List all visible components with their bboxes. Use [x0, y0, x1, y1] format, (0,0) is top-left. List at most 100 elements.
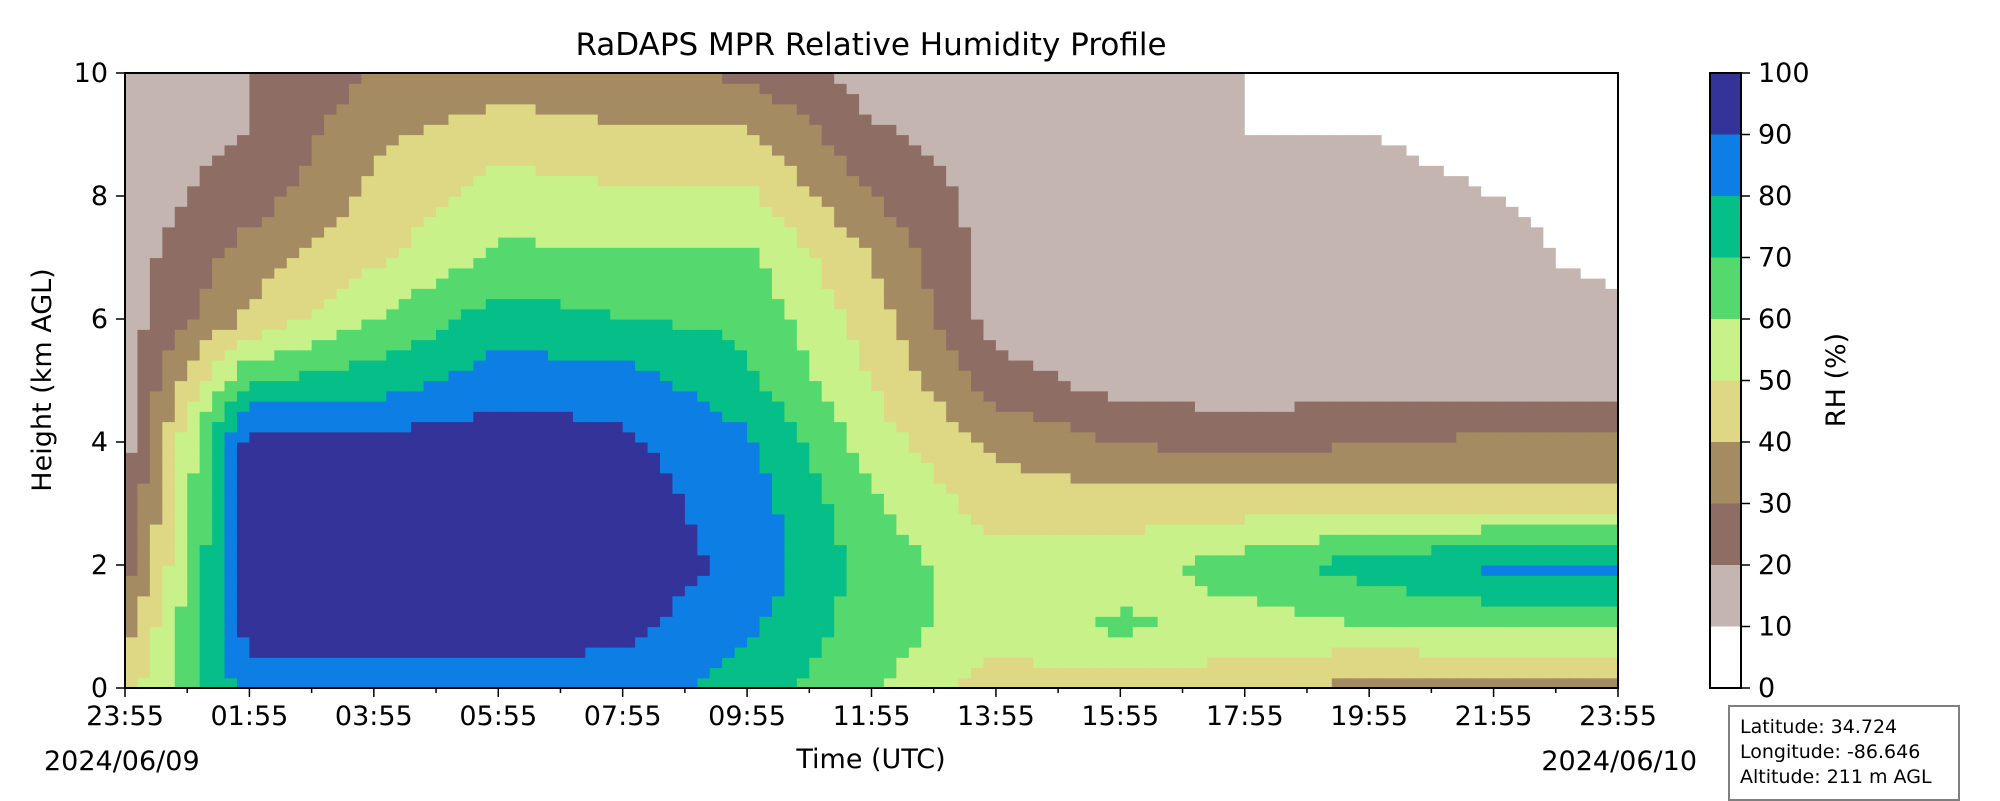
heatmap-cell — [199, 524, 213, 535]
heatmap-cell — [647, 554, 661, 566]
heatmap-cell — [212, 134, 226, 146]
heatmap-cell — [224, 636, 238, 648]
heatmap-cell — [1083, 124, 1097, 136]
heatmap-cell — [398, 124, 412, 136]
heatmap-cell — [137, 513, 151, 525]
heatmap-cell — [834, 667, 848, 679]
heatmap-cell — [361, 165, 375, 177]
heatmap-cell — [659, 677, 674, 688]
heatmap-cell — [784, 185, 798, 197]
heatmap-cell — [709, 196, 723, 207]
heatmap-cell — [784, 165, 798, 177]
heatmap-cell — [871, 93, 885, 105]
heatmap-cell — [684, 114, 698, 125]
heatmap-cell — [249, 472, 263, 484]
heatmap-cell — [1070, 360, 1084, 371]
heatmap-cell — [1020, 493, 1034, 505]
heatmap-cell — [261, 421, 275, 433]
heatmap-cell — [1020, 206, 1034, 218]
heatmap-cell — [535, 647, 549, 658]
heatmap-cell — [373, 278, 387, 289]
heatmap-cell — [1008, 196, 1022, 207]
heatmap-cell — [610, 288, 624, 300]
heatmap-cell — [1058, 524, 1072, 535]
heatmap-cell — [299, 657, 313, 669]
heatmap-cell — [249, 298, 263, 310]
heatmap-cell — [585, 237, 599, 248]
heatmap-cell — [498, 493, 512, 505]
heatmap-cell — [709, 565, 723, 576]
heatmap-cell — [187, 329, 201, 341]
heatmap-cell — [771, 544, 786, 556]
heatmap-cell — [635, 237, 649, 248]
heatmap-cell — [958, 360, 972, 371]
heatmap-cell — [1008, 401, 1022, 412]
heatmap-cell — [212, 349, 226, 361]
heatmap-cell — [859, 524, 873, 535]
heatmap-cell — [1145, 267, 1159, 279]
heatmap-cell — [125, 626, 139, 638]
heatmap-cell — [585, 616, 599, 628]
heatmap-cell — [1045, 144, 1059, 156]
heatmap-cell — [697, 421, 711, 433]
heatmap-cell — [659, 626, 674, 638]
heatmap-cell — [921, 554, 935, 566]
heatmap-cell — [809, 93, 823, 105]
heatmap-cell — [610, 647, 624, 658]
heatmap-cell — [846, 349, 860, 361]
heatmap-cell — [1020, 626, 1034, 638]
heatmap-cell — [1070, 134, 1084, 146]
heatmap-cell — [921, 534, 935, 546]
heatmap-cell — [448, 93, 462, 105]
heatmap-cell — [572, 83, 586, 95]
heatmap-cell — [821, 237, 835, 248]
heatmap-cell — [883, 462, 897, 474]
heatmap-cell — [983, 606, 997, 617]
heatmap-cell — [1120, 206, 1134, 218]
heatmap-cell — [473, 349, 487, 361]
heatmap-cell — [212, 390, 226, 402]
heatmap-cell — [846, 677, 860, 688]
heatmap-cell — [697, 114, 711, 125]
heatmap-cell — [834, 247, 848, 259]
heatmap-cell — [249, 595, 263, 607]
heatmap-cell — [236, 237, 251, 248]
heatmap-cell — [1045, 380, 1059, 392]
heatmap-cell — [1020, 390, 1034, 402]
heatmap-cell — [933, 360, 947, 371]
heatmap-cell — [647, 401, 661, 412]
heatmap-cell — [946, 554, 960, 566]
heatmap-cell — [187, 185, 201, 197]
heatmap-cell — [796, 677, 810, 688]
heatmap-cell — [212, 247, 226, 259]
heatmap-cell — [809, 575, 823, 587]
heatmap-cell — [473, 288, 487, 300]
heatmap-cell — [411, 124, 425, 136]
heatmap-cell — [125, 114, 139, 125]
heatmap-cell — [995, 247, 1009, 259]
heatmap-cell — [373, 442, 387, 453]
heatmap-cell — [946, 595, 960, 607]
heatmap-cell — [498, 401, 512, 412]
heatmap-cell — [672, 360, 686, 371]
heatmap-cell — [709, 493, 723, 505]
heatmap-cell — [796, 103, 810, 115]
heatmap-cell — [274, 83, 288, 95]
heatmap-cell — [1070, 626, 1084, 638]
heatmap-cell — [834, 196, 848, 207]
heatmap-cell — [473, 472, 487, 484]
heatmap-cell — [809, 257, 823, 269]
heatmap-cell — [1095, 370, 1109, 382]
heatmap-cell — [971, 585, 985, 597]
heatmap-cell — [448, 360, 462, 371]
heatmap-cell — [560, 380, 574, 392]
heatmap-cell — [821, 134, 835, 146]
heatmap-cell — [647, 524, 661, 535]
heatmap-cell — [125, 278, 139, 289]
heatmap-cell — [585, 503, 599, 515]
heatmap-cell — [908, 483, 922, 494]
heatmap-cell — [411, 247, 425, 259]
heatmap-cell — [485, 206, 499, 218]
heatmap-cell — [635, 411, 649, 423]
heatmap-cell — [1033, 267, 1047, 279]
